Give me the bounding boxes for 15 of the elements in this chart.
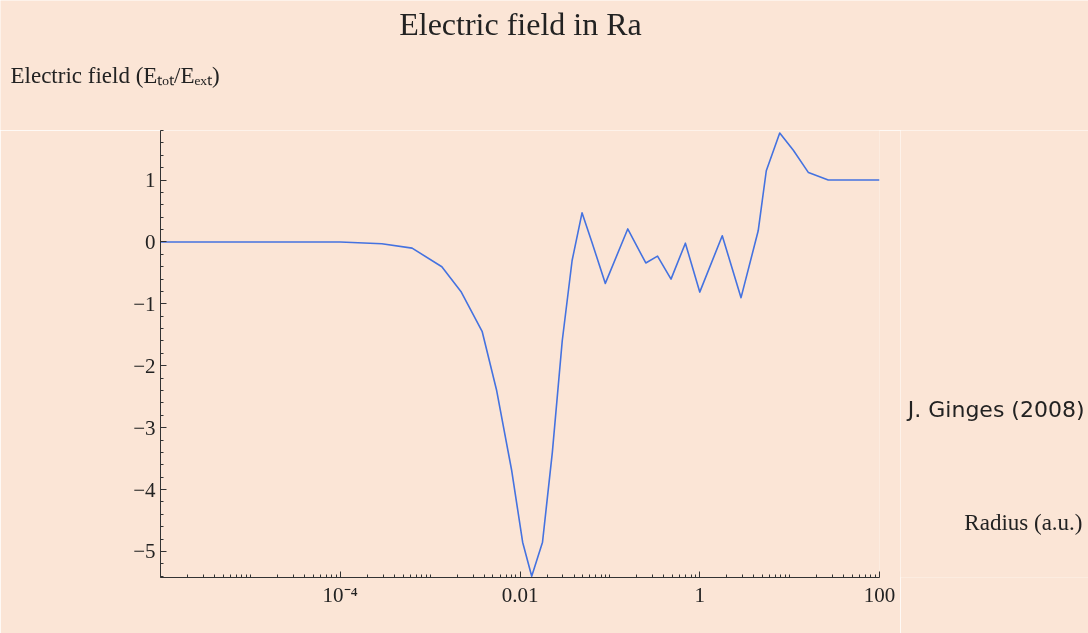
text: J. Ginges (2008): [905, 397, 1085, 422]
y-tick-label: −3: [133, 415, 156, 440]
chart-title: Electric field in Ra: [399, 5, 642, 42]
y-axis-title: Electric field (Eₜₒₜ/Eₑₓₜ): [10, 62, 220, 88]
y-tick-label: −5: [133, 539, 156, 564]
x-axis-title: Radius (a.u.): [964, 510, 1083, 535]
y-tick-label: −1: [133, 291, 156, 316]
x-tick-label: 100: [863, 582, 896, 607]
y-tick-label: −4: [133, 477, 156, 502]
x-tick-label: 10⁻⁴: [322, 582, 358, 607]
x-tick-label: 1: [694, 582, 705, 607]
y-tick-label: −2: [133, 353, 156, 378]
y-tick-label: 1: [145, 168, 156, 193]
x-tick-label: 0.01: [501, 582, 539, 607]
y-tick-label: 0: [145, 229, 156, 254]
